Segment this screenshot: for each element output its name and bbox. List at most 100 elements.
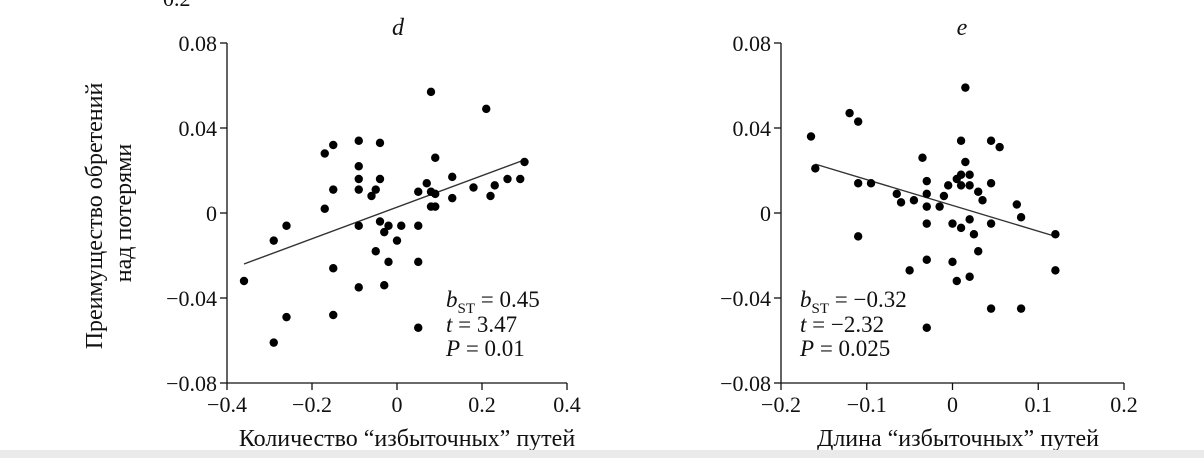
scatter-point [503,174,512,184]
scatter-point [853,232,863,241]
scatter-point [329,185,338,194]
stat-t-e: t = −2.32 [800,312,884,337]
panel-label-e: e [957,15,968,41]
scatter-point [354,185,363,194]
scatter-point [845,108,854,118]
scatter-point [414,323,423,332]
scatter-point [1012,200,1022,209]
scatter-point [371,185,380,194]
scatter-point [375,217,385,226]
scatter-point [516,174,525,184]
scatter-point [1016,304,1026,313]
scatter-point [422,179,431,188]
x-tick-label: 0.2 [1110,392,1138,417]
scatter-point [384,257,393,267]
stat-p-value-d: = 0.01 [460,336,525,361]
scatter-point [811,164,820,173]
stat-t-value-d: = 3.47 [452,312,517,337]
scatter-point [414,187,423,196]
scatter-point [986,304,996,313]
scatter-point [961,83,970,92]
x-axis-title-d: Количество “избыточных” путей [239,426,575,452]
scatter-point [426,87,436,97]
scatter-point [965,215,974,224]
scatter-point [935,202,944,211]
scatter-point [961,157,970,167]
scatter-point [414,221,423,230]
stat-b-d: bST = 0.45 [446,287,540,317]
scatter-point [952,276,961,286]
y-ticks-e: 0.08 0.04 0 −0.04 −0.08 [720,31,781,396]
stat-p-symbol-d: P [445,336,460,361]
y-tick-label: −0.08 [166,371,217,396]
stat-b-value-d: = 0.45 [475,287,540,312]
scatter-point [269,236,278,245]
scatter-point [482,104,491,114]
scatter-point [354,162,363,171]
scatter-point [380,281,389,290]
x-tick-label: 0.2 [468,392,496,417]
scatter-point [974,247,983,256]
scatter-point [939,191,949,201]
scatter-point [974,187,983,196]
stat-p-symbol-e: P [799,336,814,361]
scatter-point [995,142,1004,152]
scatter-point [1051,266,1060,275]
scatter-point [384,221,393,230]
y-axis-title: Преимущество обретений над потерями [82,77,137,350]
x-tick-label: 0.4 [553,392,581,417]
stat-t-d: t = 3.47 [446,312,517,337]
scatter-point [853,179,863,188]
x-ticks-d: −0.4 −0.2 0 0.2 0.4 [207,383,581,417]
scatter-point [956,136,966,145]
scatter-point [371,247,380,256]
trend-line-e [815,163,1056,238]
scatter-point [1051,230,1060,239]
scatter-point [367,191,376,201]
scatter-point [853,117,863,126]
scatter-point [448,172,457,182]
scatter-point [329,140,338,150]
scatter-point [431,153,440,162]
scatter-point [375,174,385,184]
y-tick-label: 0.04 [179,116,218,141]
y-tick-label: 0 [760,201,771,226]
scatter-point [282,221,291,230]
scatter-point [948,219,957,228]
scatter-point [969,230,979,239]
stat-b-symbol-d: b [446,287,458,312]
scatter-point [397,221,406,230]
scatter-point [431,189,440,199]
y-tick-label: −0.04 [720,286,771,311]
y-tick-label: 0.08 [733,31,772,56]
scatter-point [354,174,363,184]
x-tick-label: 0 [947,392,958,417]
stat-p-value-e: = 0.025 [814,336,890,361]
x-tick-label: 0.1 [1025,392,1053,417]
scatter-point [490,181,499,190]
stat-p-d: P = 0.01 [445,336,525,361]
scatter-point [956,223,966,233]
stat-t-symbol-e: t [800,312,807,337]
corner-label: 0.2 [163,0,191,11]
scatter-point [948,257,957,267]
scatter-point [922,323,931,332]
scatter-point [922,219,931,228]
scatter-point [320,149,329,158]
scatter-point [922,189,931,199]
scatter-point [448,193,457,203]
chart-panel-e: e 0.08 0.04 0 −0.04 −0.08 −0.2 −0.1 0 0.1 0.2 bS… [720,15,1138,452]
scatter-point [922,255,931,264]
scatter-point [375,138,385,148]
x-axis-title-e: Длина “избыточных” путей [817,426,1099,452]
scatter-point [956,181,966,190]
scatter-point [1016,213,1026,222]
scatter-point [380,227,389,237]
scatter-point [965,272,974,281]
scatter-point [986,179,996,188]
x-tick-label: −0.2 [761,392,801,417]
stat-b-e: bST = −0.32 [800,287,907,317]
scatter-point [282,312,291,322]
y-tick-label: 0 [206,201,217,226]
